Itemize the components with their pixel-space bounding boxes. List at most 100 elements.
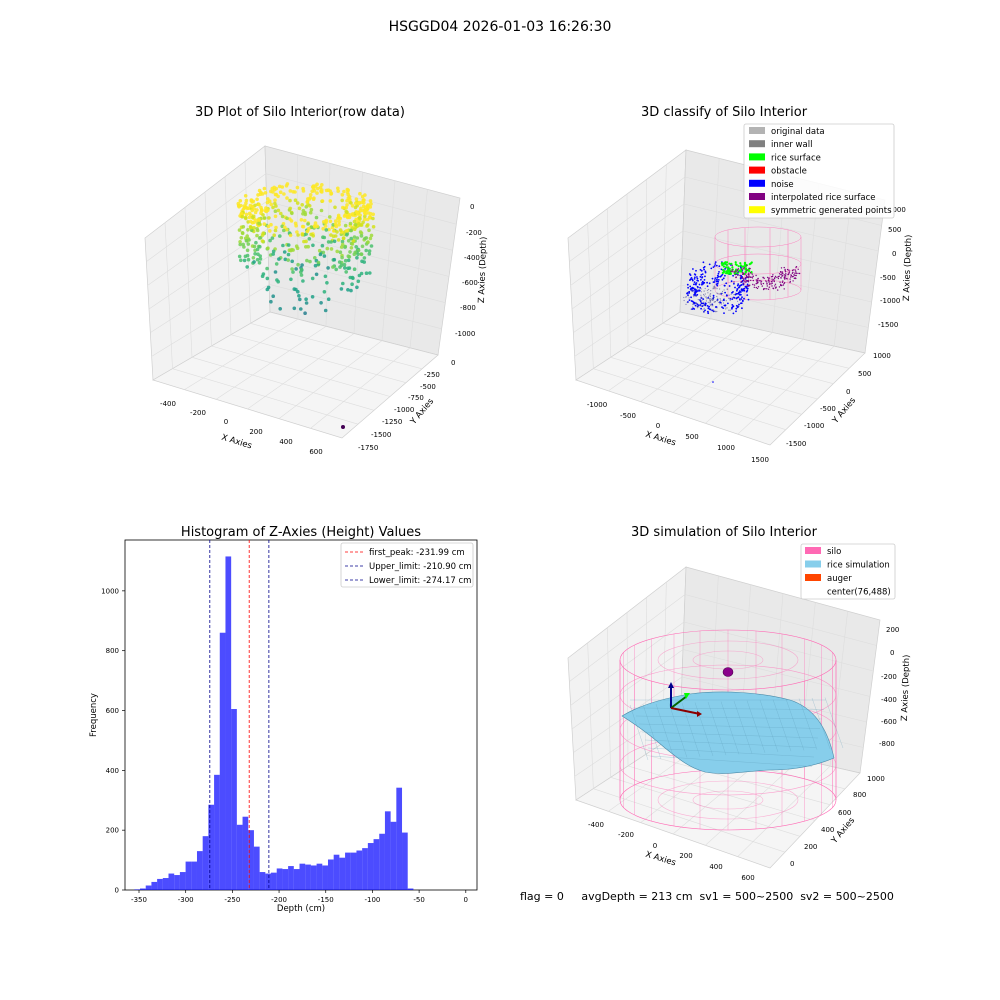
histogram-bar [236,824,243,890]
noise-point [723,312,725,314]
noise-point [704,302,707,305]
interpolated-point [786,268,789,271]
interpolated-point [783,282,785,285]
scatter-point [346,239,351,243]
interpolated-point [771,278,773,280]
scatter-point [334,267,339,272]
scatter-point [286,252,291,257]
scatter-point [365,217,370,222]
inner-wall-point [696,307,699,309]
y-tick-label: 400 [106,767,119,775]
noise-point [730,280,733,283]
noise-point [712,266,715,268]
noise-point [719,301,721,303]
scatter-point [282,228,286,233]
inner-wall-point [713,298,715,300]
scatter-point [320,188,324,192]
noise-point [698,283,701,286]
noise-point [712,294,715,297]
scatter-point [362,260,367,264]
scatter-point [295,185,300,190]
rice-surface-point [722,268,725,272]
scatter-point [359,252,364,256]
scatter-point [360,194,365,199]
scatter-point [306,222,310,226]
scatter-point [295,230,299,234]
noise-point [701,276,704,278]
interpolated-point [741,280,743,283]
inner-wall-point [692,306,694,308]
noise-point [723,304,726,307]
y-tick-label: 0 [115,887,119,895]
histogram-bar [219,632,226,890]
inner-wall-point [692,303,694,305]
svg-text:1500: 1500 [751,456,769,464]
scatter-point [308,196,313,200]
scatter-point [341,236,346,240]
noise-point [694,283,697,285]
scatter-point [285,182,290,186]
noise-point [718,265,721,268]
inner-wall-point [706,289,709,291]
inner-wall-point [725,308,727,310]
rice-surface-point [744,265,747,268]
inner-wall-point [709,303,711,306]
noise-point [702,261,705,264]
scatter-point [345,229,349,233]
legend-swatch [749,127,765,134]
interpolated-point [768,280,770,282]
panel-classify: 3D classify of Silo Interior -1000 -500 [567,105,914,464]
scatter-point [270,186,275,191]
scatter-point [343,266,347,270]
scatter-point [299,307,303,311]
scatter-point [239,236,244,240]
scatter-point [258,244,262,249]
inner-wall-point [720,303,723,305]
scatter-point [278,190,283,194]
scatter-point [340,239,345,244]
histogram-bar [140,888,146,890]
inner-wall-point [708,297,710,299]
noise-point [688,299,691,301]
noise-point [694,276,696,279]
histogram-bar [151,881,158,890]
noise-point [689,288,692,290]
scatter-point [279,211,283,216]
interpolated-point [748,284,750,287]
scatter-point [246,242,251,246]
scatter-point [309,232,313,237]
svg-text:-400: -400 [881,696,897,704]
scatter-point [260,233,265,237]
histogram-bar [316,863,323,890]
noise-point [693,278,696,280]
interpolated-point [775,286,777,288]
scatter-point [340,255,344,260]
scatter-point [288,189,293,193]
scatter-point [294,223,298,228]
noise-point [718,271,720,273]
scatter-point [258,257,263,261]
inner-wall-point [703,295,705,297]
noise-point [717,272,720,275]
panel2-y-ticks: 1000 500 0 -500 -1000 -1500 [786,352,891,448]
panel2-xlabel: X Axies [644,430,677,449]
histogram-bar [242,816,249,890]
svg-text:-800: -800 [460,304,476,312]
scatter-point [364,248,369,253]
scatter-point [366,240,370,244]
interpolated-point [744,277,747,279]
scatter-point [288,198,292,203]
interpolated-point [793,274,795,276]
interpolated-point [781,281,784,284]
interpolated-point [792,271,794,274]
inner-wall-point [697,299,699,301]
scatter-point [297,206,302,211]
scatter-point [274,186,279,191]
scatter-point [332,257,337,262]
scatter-point [267,199,272,203]
histogram-legend-label: Upper_limit: -210.90 cm [369,562,472,572]
scatter-point [316,186,320,191]
scatter-point [298,297,302,302]
interpolated-point [755,283,757,285]
svg-text:0: 0 [656,422,660,430]
